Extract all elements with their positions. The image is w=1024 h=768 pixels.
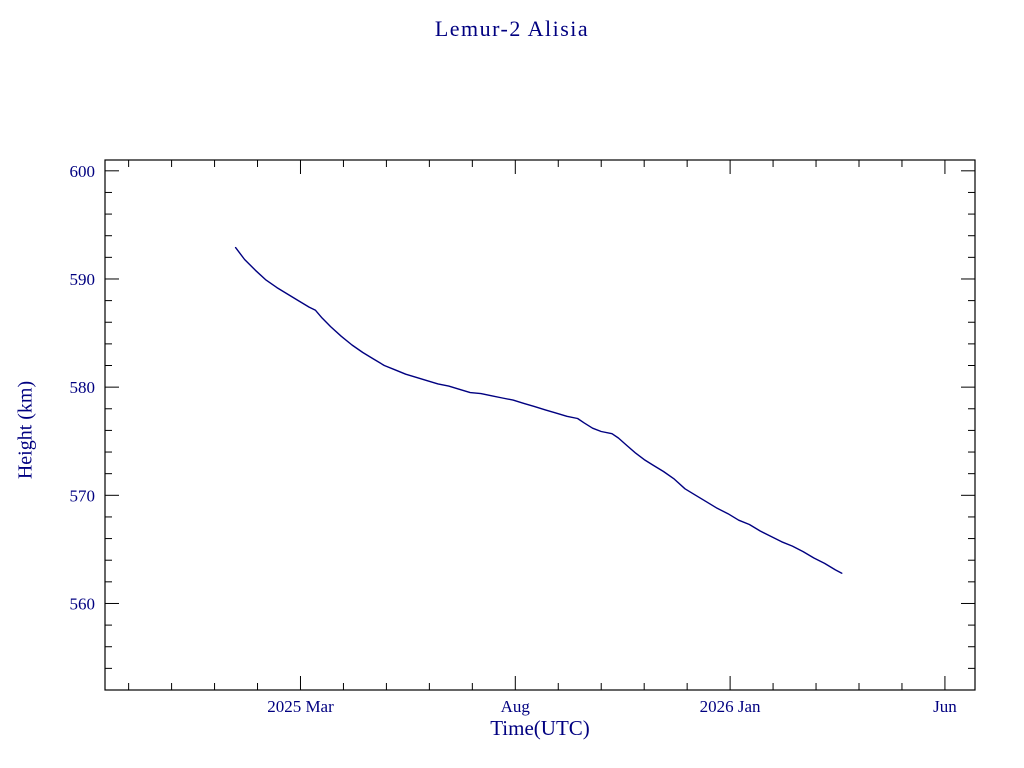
plot-frame xyxy=(104,159,976,691)
x-tick-label: Aug xyxy=(501,697,531,716)
x-tick-label: Jun xyxy=(933,697,957,716)
y-tick-label: 580 xyxy=(70,378,96,397)
y-tick-label: 590 xyxy=(70,270,96,289)
y-tick-label: 570 xyxy=(70,486,96,505)
height-series-line xyxy=(234,246,843,574)
x-tick-label: 2026 Jan xyxy=(700,697,761,716)
x-tick-label: 2025 Mar xyxy=(267,697,334,716)
y-tick-label: 600 xyxy=(70,162,96,181)
chart-title: Lemur-2 Alisia xyxy=(434,16,590,41)
x-axis-label: Time(UTC) xyxy=(490,716,590,740)
y-tick-label: 560 xyxy=(70,594,96,613)
